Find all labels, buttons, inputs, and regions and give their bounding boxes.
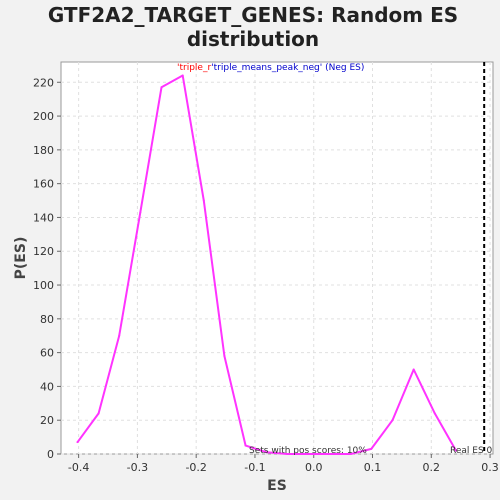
x-tick-label: 0.0 — [305, 461, 323, 474]
data-point — [76, 441, 79, 444]
y-tick-label: 200 — [33, 110, 54, 123]
axes: 0 20 40 60 80 100 120 140 160 180 200 220 -0.4 -0.3 -0… — [33, 76, 499, 474]
data-point — [433, 412, 436, 415]
grid-lines — [61, 62, 493, 455]
data-point — [244, 444, 247, 447]
y-tick-label: 40 — [40, 380, 54, 393]
annotation-pos-scores: Sets with pos scores: 10% — [249, 446, 367, 456]
y-tick-label: 20 — [40, 414, 54, 427]
y-tick-label: 0 — [47, 448, 54, 461]
chart-title-line2: distribution — [187, 27, 319, 51]
x-tick-label: -0.4 — [68, 461, 89, 474]
annotation-top-red: 'triple_r — [177, 63, 211, 73]
plot-area — [60, 61, 494, 455]
y-tick-label: 120 — [33, 245, 54, 258]
x-tick-label: 0.2 — [423, 461, 441, 474]
y-tick-label: 220 — [33, 76, 54, 89]
data-point — [118, 334, 121, 337]
series-layer — [76, 74, 457, 455]
y-tick-label: 160 — [33, 178, 54, 191]
y-tick-label: 180 — [33, 144, 54, 157]
annotation-top: 'triple_r'triple_means_peak_neg' (Neg ES… — [177, 63, 364, 73]
data-point — [265, 451, 268, 454]
data-point — [139, 211, 142, 214]
data-point — [286, 453, 289, 455]
data-point — [160, 86, 163, 89]
x-tick-label: -0.1 — [244, 461, 265, 474]
data-point — [223, 355, 226, 357]
data-point — [202, 199, 205, 202]
data-point — [412, 368, 415, 371]
data-point — [97, 412, 100, 415]
data-point — [370, 447, 373, 450]
data-point — [307, 453, 310, 455]
x-tick-label: 0.3 — [481, 461, 499, 474]
y-tick-label: 80 — [40, 313, 54, 326]
data-point — [391, 419, 394, 422]
y-tick-label: 140 — [33, 211, 54, 224]
x-tick-label: -0.3 — [127, 461, 148, 474]
y-tick-label: 60 — [40, 347, 54, 360]
data-point — [328, 453, 331, 455]
data-point — [349, 453, 352, 455]
x-tick-label: -0.2 — [185, 461, 206, 474]
data-point — [454, 449, 457, 452]
x-axis-label: ES — [267, 478, 287, 494]
data-point — [181, 74, 184, 77]
annotation-top-blue: 'triple_means_peak_neg' (Neg ES) — [211, 63, 364, 73]
y-axis-label: P(ES) — [13, 237, 29, 280]
y-tick-label: 100 — [33, 279, 54, 292]
annotation-real-es: Real ES 0 — [450, 446, 493, 456]
x-tick-label: 0.1 — [364, 461, 382, 474]
chart-title-line1: GTF2A2_TARGET_GENES: Random ES — [48, 3, 458, 27]
